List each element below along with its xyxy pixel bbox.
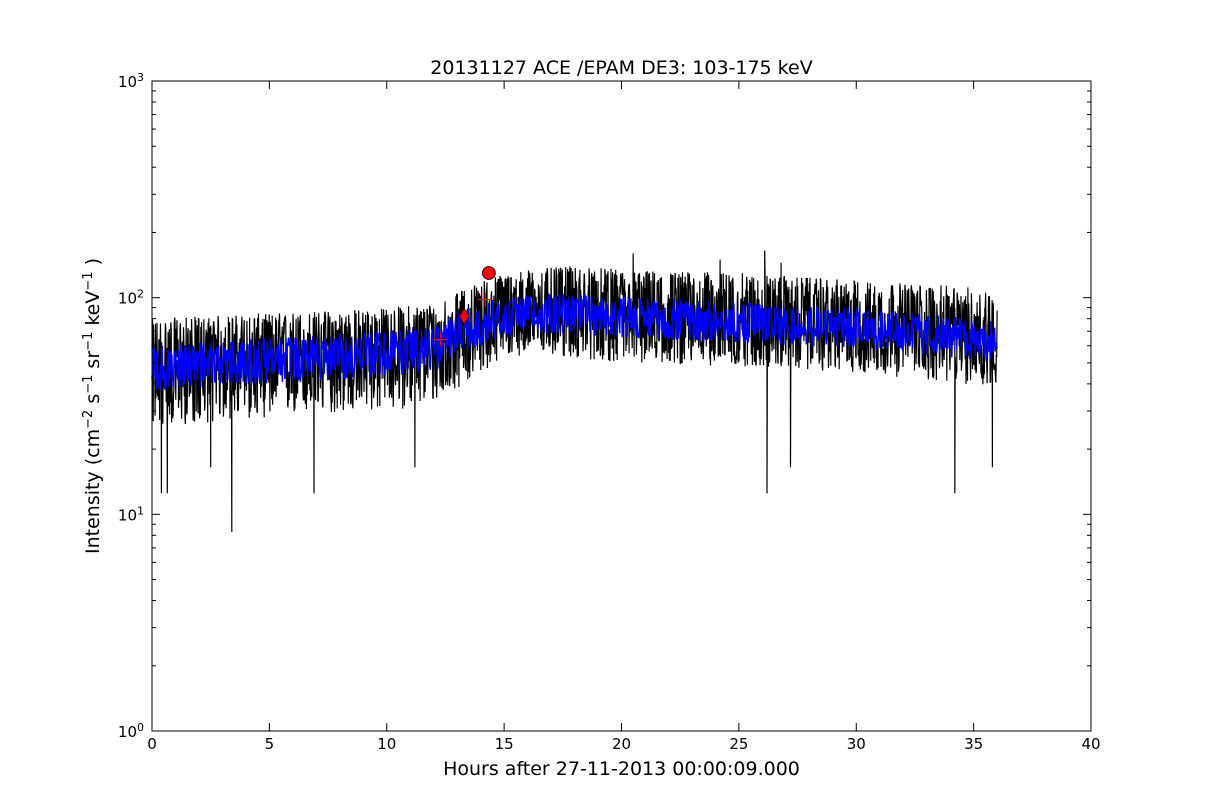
plus-marker (433, 332, 448, 347)
x-tick-label: 30 (847, 735, 866, 753)
chart-title: 20131127 ACE /EPAM DE3: 103-175 keV (430, 57, 812, 79)
x-tick-label: 25 (729, 735, 748, 753)
plus-marker (478, 292, 493, 307)
x-tick-label: 20 (612, 735, 631, 753)
series-raw-line (151, 250, 998, 532)
y-tick-label: 102 (118, 287, 144, 308)
circle-marker (481, 266, 496, 280)
x-tick-label: 40 (1081, 735, 1100, 753)
x-axis-label: Hours after 27-11-2013 00:00:09.000 (443, 758, 800, 780)
x-tick-label: 15 (495, 735, 514, 753)
x-tick-label: 10 (377, 735, 396, 753)
y-axis-label: Intensity (cm−2 s−1 sr−1 keV−1 ) (81, 258, 105, 554)
y-tick-label: 101 (118, 504, 144, 525)
series-smoothed-line (151, 292, 998, 391)
x-tick-label: 0 (147, 735, 157, 753)
diamond-marker (458, 307, 470, 326)
x-tick-label: 5 (265, 735, 275, 753)
axis-ticks: 0 5 10 15 20 25 30 35 40 100 101 102 103 (118, 71, 1101, 754)
y-tick-label: 103 (118, 71, 144, 92)
plot-data (151, 250, 998, 532)
y-tick-label: 100 (118, 721, 144, 742)
x-tick-label: 35 (964, 735, 983, 753)
